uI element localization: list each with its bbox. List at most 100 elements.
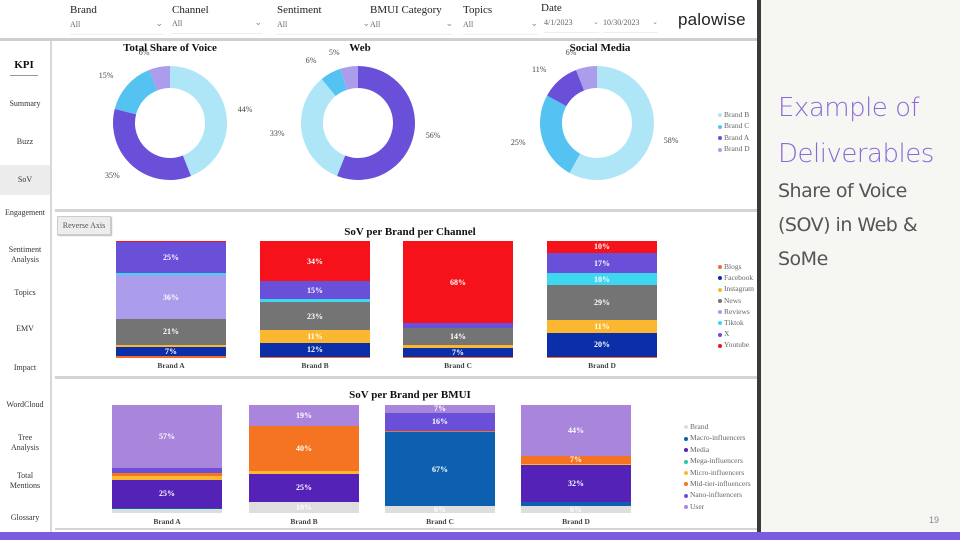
bar-segment[interactable]: 10% [547, 273, 657, 286]
bar-segment[interactable]: 7% [116, 347, 226, 356]
bar-segment[interactable] [116, 241, 226, 243]
stacked-bar[interactable]: 10% 25% 40% 19% [249, 405, 359, 513]
stacked-bar[interactable]: 6% 67% 16% 7% [385, 405, 495, 513]
bar-segment[interactable]: 20% [547, 332, 657, 357]
bar-segment[interactable]: 7% [403, 348, 513, 357]
stacked-bar[interactable]: 20% 11% 29% 10% 17% 10% [547, 241, 657, 358]
bar-segment[interactable]: 6% [521, 506, 631, 513]
bar-segment[interactable]: 16% [385, 412, 495, 431]
bar-segment[interactable]: 40% [249, 426, 359, 471]
legend-item[interactable]: Tiktok [718, 317, 754, 328]
sidebar-item-topics[interactable]: Topics [14, 288, 36, 297]
donut-slice[interactable] [576, 66, 597, 91]
legend-item[interactable]: Mid-tier-influencers [684, 478, 751, 489]
bar-segment[interactable]: 29% [547, 285, 657, 320]
bar-segment[interactable]: 32% [521, 464, 631, 502]
donut-slice[interactable] [340, 66, 358, 90]
channel-filter[interactable]: Channel All ⌄ [172, 4, 262, 34]
bar-segment[interactable]: 25% [116, 242, 226, 273]
bar-segment[interactable]: 10% [249, 501, 359, 513]
legend-item[interactable]: Facebook [718, 272, 754, 283]
donut-slice[interactable] [540, 95, 581, 173]
legend-item[interactable]: Micro-influencers [684, 467, 751, 478]
bar-segment[interactable] [403, 356, 513, 358]
bar-segment[interactable]: 7% [521, 455, 631, 464]
sidebar-item-total-mentions[interactable]: Total Mentions [9, 471, 41, 490]
bar-segment[interactable]: 25% [112, 479, 222, 508]
brand-filter-select[interactable]: All ⌄ [70, 18, 163, 35]
legend-item[interactable]: X [718, 328, 754, 339]
legend-item[interactable]: User [684, 501, 751, 512]
bar-segment[interactable] [112, 508, 222, 513]
bar-segment[interactable] [403, 323, 513, 328]
legend-item[interactable]: Mega-influencers [684, 455, 751, 466]
bar-segment[interactable]: 17% [547, 252, 657, 274]
donut-slice[interactable] [170, 66, 227, 176]
legend-item[interactable]: Brand [684, 421, 751, 432]
bar-segment[interactable]: 10% [547, 241, 657, 253]
bar-segment[interactable]: 44% [521, 405, 631, 456]
sentiment-filter-select[interactable]: All ⌄ [277, 18, 370, 35]
donut-slice[interactable] [547, 70, 585, 107]
stacked-bar[interactable]: 25% 57% [112, 405, 222, 513]
donut-slice[interactable] [321, 68, 348, 97]
bar-segment[interactable]: 11% [547, 319, 657, 333]
sidebar-item-buzz[interactable]: Buzz [16, 137, 34, 146]
bar-segment[interactable]: 11% [260, 329, 370, 343]
bar-segment[interactable]: 67% [385, 431, 495, 507]
bmui-category-filter[interactable]: BMUI Category All ⌄ [370, 4, 453, 35]
bar-segment[interactable] [521, 501, 631, 507]
bar-segment[interactable]: 6% [385, 506, 495, 513]
sidebar-item-engagement[interactable]: Engagement [5, 208, 45, 217]
legend-item[interactable]: Macro-influencers [684, 432, 751, 443]
bar-segment[interactable]: 25% [249, 474, 359, 502]
donut-slice[interactable] [114, 70, 158, 115]
bar-segment[interactable]: 57% [112, 405, 222, 468]
bar-segment[interactable]: 36% [116, 275, 226, 319]
donut-slice[interactable] [337, 66, 416, 181]
bar-segment[interactable]: 12% [260, 342, 370, 357]
bar-segment[interactable] [112, 507, 222, 509]
legend-item[interactable]: Youtube [718, 339, 754, 350]
bar-segment[interactable] [403, 344, 513, 349]
bar-segment[interactable]: 7% [385, 405, 495, 413]
bar-segment[interactable] [112, 475, 222, 480]
stacked-bar[interactable]: 7% 14% 68% [403, 241, 513, 358]
sidebar-item-emv[interactable]: EMV [16, 324, 34, 333]
legend-item[interactable]: Media [684, 444, 751, 455]
bar-segment[interactable]: 15% [260, 281, 370, 299]
sidebar-item-summary[interactable]: Summary [9, 99, 41, 108]
sidebar-item-sentiment-analysis[interactable]: Sentiment Analysis [8, 245, 42, 264]
legend-item[interactable]: Instagram [718, 283, 754, 294]
bar-segment[interactable] [521, 463, 631, 465]
sidebar-item-impact[interactable]: Impact [13, 363, 37, 372]
sidebar-item-tree-analysis[interactable]: Tree Analysis [11, 433, 39, 452]
date-filter[interactable]: Date 4/1/2023 ⌄ 10/30/2023 ⌄ [541, 2, 661, 33]
bar-segment[interactable] [116, 272, 226, 276]
bar-segment[interactable] [385, 430, 495, 432]
bar-segment[interactable]: 19% [249, 405, 359, 427]
bar-segment[interactable] [112, 473, 222, 476]
bar-segment[interactable]: 34% [260, 241, 370, 282]
sentiment-filter[interactable]: Sentiment All ⌄ [277, 4, 370, 35]
bar-segment[interactable] [112, 467, 222, 474]
donut-slice[interactable] [301, 79, 346, 176]
date-start-input[interactable]: 4/1/2023 ⌄ [544, 18, 599, 33]
bmui-category-filter-select[interactable]: All ⌄ [370, 18, 453, 35]
date-end-input[interactable]: 10/30/2023 ⌄ [603, 18, 658, 33]
stacked-bar[interactable]: 6% 32% 7% 44% [521, 405, 631, 513]
topics-filter[interactable]: Topics All ⌄ [463, 4, 538, 35]
reverse-axis-button[interactable]: Reverse Axis [57, 216, 111, 235]
stacked-bar[interactable]: 7% 21% 36% 25% [116, 241, 226, 358]
bar-segment[interactable]: 23% [260, 302, 370, 330]
bar-segment[interactable]: 21% [116, 319, 226, 345]
bar-segment[interactable] [116, 344, 226, 348]
bar-segment[interactable] [547, 356, 657, 358]
bar-segment[interactable] [116, 355, 226, 358]
legend-item[interactable]: News [718, 295, 754, 306]
donut-slice[interactable] [112, 108, 191, 180]
stacked-bar[interactable]: 12% 11% 23% 15% 34% [260, 241, 370, 358]
sidebar-item-glossary[interactable]: Glossary [10, 513, 40, 522]
legend-item[interactable]: Nano-influencers [684, 489, 751, 500]
bar-segment[interactable] [260, 356, 370, 358]
